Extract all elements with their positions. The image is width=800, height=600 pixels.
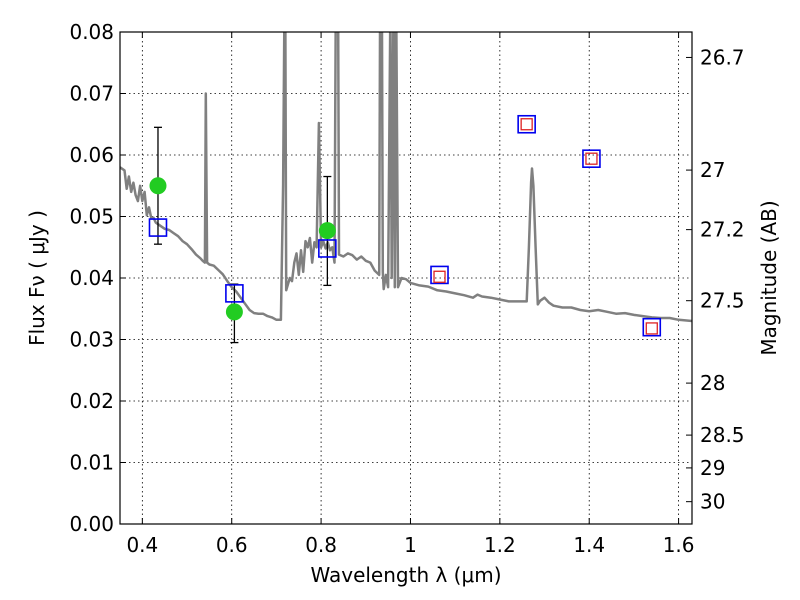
x-tick-label: 1.4 [573, 533, 605, 557]
model-square-blue [430, 265, 449, 285]
y2-tick-label: 26.7 [700, 45, 745, 69]
x-axis-label: Wavelength λ (μm) [310, 563, 501, 587]
model-square-blue [642, 317, 662, 337]
observed-point [318, 222, 336, 240]
x-tick-label: 0.8 [305, 533, 337, 557]
y-tick-label: 0.03 [69, 328, 114, 352]
y-tick-label: 0.02 [69, 389, 114, 413]
points-layer [148, 114, 662, 344]
model-square-blue [517, 114, 536, 134]
y2-tick-label: 28.5 [700, 423, 745, 447]
y2-tick-label: 27.5 [700, 289, 745, 313]
model-square-red [585, 152, 598, 165]
model-square-red [520, 118, 533, 131]
spectrum-layer [120, 32, 692, 323]
spectrum-line [120, 32, 692, 323]
y2-axis-label: Magnitude (AB) [757, 200, 781, 355]
observed-point [225, 303, 243, 321]
y-tick-label: 0.07 [69, 82, 114, 106]
grid-lines [120, 32, 692, 524]
x-tick-label: 1.2 [484, 533, 516, 557]
model-square-blue [318, 239, 337, 258]
tick-labels: 0.4 0.6 0.8 1 1.2 1.4 1.6 0.00 0.01 0.02 0.03 0.04 0… [69, 20, 744, 557]
y-tick-label: 0.04 [69, 266, 114, 290]
axis-ticks [120, 31, 692, 525]
x-tick-label: 0.4 [126, 533, 158, 557]
y-tick-label: 0.06 [69, 143, 114, 167]
model-square-red [433, 270, 446, 283]
y-tick-label: 0.08 [69, 20, 114, 44]
model-square-blue [148, 218, 168, 237]
y-tick-label: 0.05 [69, 205, 114, 229]
y2-tick-label: 30 [700, 490, 725, 514]
y2-tick-label: 29 [700, 456, 725, 480]
x-tick-label: 0.6 [216, 533, 248, 557]
model-square-blue [582, 149, 601, 168]
x-tick-label: 1.6 [663, 533, 695, 557]
model-square-blue [225, 284, 244, 303]
y2-tick-label: 27.2 [700, 218, 745, 242]
model-square-red [645, 322, 658, 335]
y-tick-label: 0.01 [69, 451, 114, 475]
observed-point [149, 177, 167, 195]
y2-tick-label: 27 [700, 158, 725, 182]
y-axis-label: Flux Fν ( μJy ) [25, 210, 49, 346]
y-tick-label: 0.00 [69, 512, 114, 536]
y2-tick-label: 28 [700, 371, 725, 395]
x-tick-label: 1 [404, 533, 417, 557]
